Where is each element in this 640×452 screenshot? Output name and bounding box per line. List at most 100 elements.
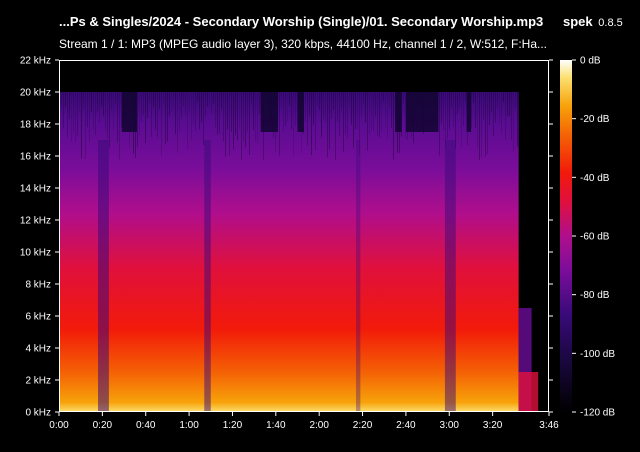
texture-streak	[111, 92, 112, 111]
texture-streak	[75, 92, 76, 143]
texture-streak	[255, 92, 256, 142]
texture-streak	[249, 92, 250, 155]
texture-streak	[185, 92, 186, 116]
texture-streak	[377, 92, 378, 137]
texture-streak	[117, 92, 118, 143]
texture-streak	[307, 92, 308, 146]
spectrogram-image	[59, 92, 539, 412]
colorbar-tick-label: -40 dB	[580, 173, 610, 184]
texture-streak	[253, 92, 254, 131]
texture-streak	[355, 92, 356, 129]
texture-streak	[321, 92, 322, 138]
texture-streak	[495, 92, 496, 123]
texture-streak	[331, 92, 332, 119]
texture-streak	[317, 92, 318, 108]
y-tick-label: 16 kHz	[20, 152, 51, 163]
texture-streak	[159, 92, 160, 110]
quiet-band	[204, 140, 211, 412]
texture-streak	[137, 92, 138, 147]
texture-streak	[367, 92, 368, 151]
texture-streak	[205, 92, 206, 119]
texture-streak	[439, 92, 440, 156]
texture-streak	[443, 92, 444, 130]
texture-streak	[327, 92, 328, 158]
colorbar-tick-label: -100 dB	[580, 349, 615, 360]
texture-streak	[233, 92, 234, 150]
texture-streak	[295, 92, 296, 127]
texture-streak	[475, 92, 476, 128]
texture-streak	[287, 92, 288, 122]
x-tick-label: 3:00	[440, 420, 460, 431]
colorbar-tick-label: -120 dB	[580, 408, 615, 419]
spectrogram-energy	[59, 92, 519, 412]
texture-streak	[451, 92, 452, 109]
texture-streak	[393, 92, 394, 160]
texture-streak	[251, 92, 252, 106]
y-tick-label: 8 kHz	[25, 280, 51, 291]
texture-streak	[391, 92, 392, 128]
app-name-label: spek 0.8.5	[563, 14, 623, 29]
app-version: 0.8.5	[598, 17, 623, 29]
texture-streak	[247, 92, 248, 133]
dark-region	[395, 92, 402, 132]
texture-streak	[223, 92, 224, 142]
texture-streak	[503, 92, 504, 103]
texture-streak	[115, 92, 116, 105]
texture-streak	[71, 92, 72, 142]
y-tick-label: 18 kHz	[20, 120, 51, 131]
texture-streak	[165, 92, 166, 145]
quiet-band	[98, 140, 109, 412]
y-tick-label: 22 kHz	[20, 56, 51, 67]
texture-streak	[357, 92, 358, 129]
fade-out	[518, 372, 539, 412]
texture-streak	[333, 92, 334, 110]
texture-streak	[279, 92, 280, 156]
x-tick-label: 0:00	[49, 420, 69, 431]
texture-streak	[501, 92, 502, 134]
texture-streak	[517, 92, 518, 147]
texture-streak	[215, 92, 216, 129]
texture-streak	[103, 92, 104, 117]
texture-streak	[445, 92, 446, 149]
y-tick-label: 6 kHz	[25, 312, 51, 323]
x-tick-label: 1:00	[179, 420, 199, 431]
texture-streak	[225, 92, 226, 157]
texture-streak	[199, 92, 200, 130]
texture-streak	[309, 92, 310, 116]
texture-streak	[177, 92, 178, 153]
texture-streak	[371, 92, 372, 130]
dark-region	[260, 92, 278, 132]
texture-streak	[217, 92, 218, 135]
texture-streak	[243, 92, 244, 142]
texture-streak	[449, 92, 450, 130]
texture-streak	[349, 92, 350, 108]
texture-streak	[237, 92, 238, 141]
texture-streak	[379, 92, 380, 138]
x-tick-label: 2:40	[396, 420, 416, 431]
texture-streak	[167, 92, 168, 142]
texture-streak	[169, 92, 170, 116]
quiet-band	[356, 140, 361, 412]
texture-streak	[173, 92, 174, 107]
texture-streak	[345, 92, 346, 134]
texture-streak	[151, 92, 152, 138]
texture-streak	[207, 92, 208, 107]
texture-streak	[373, 92, 374, 131]
app-name: spek	[563, 14, 593, 29]
texture-streak	[403, 92, 404, 104]
texture-streak	[311, 92, 312, 156]
texture-streak	[171, 92, 172, 113]
texture-streak	[149, 92, 150, 103]
texture-streak	[487, 92, 488, 155]
stream-info: Stream 1 / 1: MP3 (MPEG audio layer 3), …	[59, 37, 548, 51]
texture-streak	[93, 92, 94, 129]
texture-streak	[339, 92, 340, 136]
texture-streak	[229, 92, 230, 156]
y-tick-label: 10 kHz	[20, 248, 51, 259]
texture-streak	[87, 92, 88, 128]
texture-streak	[335, 92, 336, 160]
texture-streak	[203, 92, 204, 146]
texture-streak	[221, 92, 222, 110]
texture-streak	[285, 92, 286, 127]
texture-streak	[325, 92, 326, 122]
